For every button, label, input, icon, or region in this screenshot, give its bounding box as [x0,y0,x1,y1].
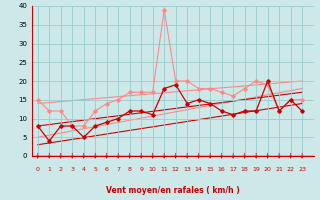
X-axis label: Vent moyen/en rafales ( km/h ): Vent moyen/en rafales ( km/h ) [106,186,240,195]
